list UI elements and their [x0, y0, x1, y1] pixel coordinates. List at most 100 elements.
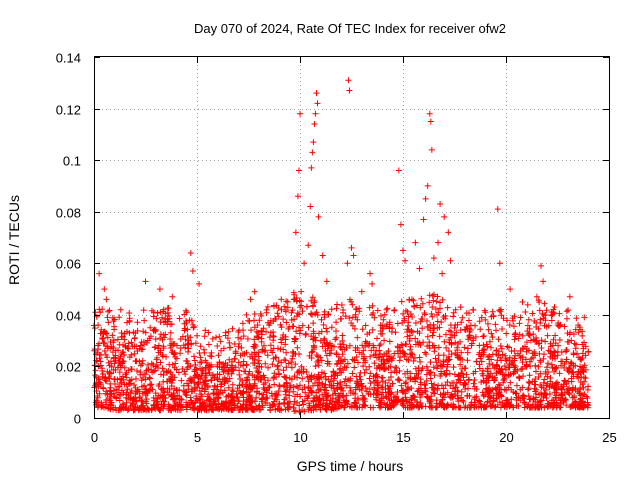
- data-point: [427, 369, 434, 376]
- data-point: [444, 379, 451, 386]
- data-point: [113, 395, 120, 402]
- data-point: [564, 386, 571, 393]
- data-point: [256, 373, 263, 380]
- data-point: [436, 324, 443, 331]
- data-point: [443, 367, 450, 374]
- data-point: [247, 402, 254, 409]
- data-point: [362, 385, 369, 392]
- data-point: [370, 344, 377, 351]
- data-point: [152, 406, 159, 413]
- data-point: [379, 322, 386, 329]
- data-point: [202, 364, 209, 371]
- data-point: [493, 327, 500, 334]
- data-point: [489, 334, 496, 341]
- data-point: [492, 403, 499, 410]
- data-point: [296, 330, 303, 337]
- data-point: [400, 350, 407, 357]
- data-point: [106, 307, 113, 314]
- data-point: [369, 280, 376, 287]
- data-point: [209, 335, 216, 342]
- data-point: [568, 403, 575, 410]
- data-point: [446, 336, 453, 343]
- data-point: [423, 317, 430, 324]
- data-point: [281, 373, 288, 380]
- data-point: [178, 377, 185, 384]
- data-point: [240, 394, 247, 401]
- data-point: [552, 332, 559, 339]
- data-point: [286, 375, 293, 382]
- data-point: [432, 305, 439, 312]
- data-point: [497, 392, 504, 399]
- data-point: [177, 336, 184, 343]
- data-point: [319, 252, 326, 259]
- data-point: [426, 299, 433, 306]
- data-point: [189, 268, 196, 275]
- data-point: [352, 395, 359, 402]
- data-point: [462, 403, 469, 410]
- data-point: [432, 355, 439, 362]
- data-point: [255, 334, 262, 341]
- y-tick-label: 0.08: [56, 206, 81, 221]
- data-point: [218, 381, 225, 388]
- data-point: [132, 384, 139, 391]
- data-point: [233, 393, 240, 400]
- data-point: [430, 297, 437, 304]
- data-point: [445, 357, 452, 364]
- data-point: [243, 396, 250, 403]
- data-point: [359, 392, 366, 399]
- data-point: [131, 403, 138, 410]
- data-point: [444, 403, 451, 410]
- data-point: [174, 387, 181, 394]
- data-point: [286, 392, 293, 399]
- data-point: [293, 313, 300, 320]
- data-point: [374, 307, 381, 314]
- data-point: [582, 343, 589, 350]
- data-point: [303, 330, 310, 337]
- data-point: [343, 392, 350, 399]
- data-point: [515, 394, 522, 401]
- data-point: [404, 333, 411, 340]
- data-point: [281, 303, 288, 310]
- data-point: [281, 356, 288, 363]
- data-point: [455, 404, 462, 411]
- data-point: [134, 347, 141, 354]
- data-point: [445, 229, 452, 236]
- data-point: [278, 407, 285, 414]
- data-point: [336, 393, 343, 400]
- data-point: [231, 341, 238, 348]
- data-point: [531, 396, 538, 403]
- data-point: [450, 364, 457, 371]
- data-point: [373, 354, 380, 361]
- data-point: [293, 328, 300, 335]
- data-point: [394, 343, 401, 350]
- data-point: [391, 307, 398, 314]
- data-point: [271, 395, 278, 402]
- data-point: [351, 325, 358, 332]
- data-point: [522, 343, 529, 350]
- data-point: [450, 401, 457, 408]
- data-point: [396, 377, 403, 384]
- data-point: [485, 389, 492, 396]
- data-point: [377, 312, 384, 319]
- data-point: [237, 352, 244, 359]
- data-point: [240, 333, 247, 340]
- data-point: [555, 319, 562, 326]
- data-point: [234, 385, 241, 392]
- axis-ticks: 0 5 10 15 20 25 0 0.02 0.04 0.06 0.08 0.1 0.12 0.14: [56, 51, 617, 446]
- data-point: [111, 360, 118, 367]
- data-point: [317, 354, 324, 361]
- data-point: [401, 315, 408, 322]
- data-point: [410, 297, 417, 304]
- data-point: [429, 292, 436, 299]
- data-point: [483, 375, 490, 382]
- data-point: [540, 355, 547, 362]
- data-point: [226, 356, 233, 363]
- data-point: [192, 399, 199, 406]
- data-point: [285, 360, 292, 367]
- data-point: [108, 363, 115, 370]
- data-point: [480, 367, 487, 374]
- data-point: [511, 347, 518, 354]
- data-point: [300, 401, 307, 408]
- data-point: [105, 405, 112, 412]
- x-tick-label: 5: [194, 430, 201, 445]
